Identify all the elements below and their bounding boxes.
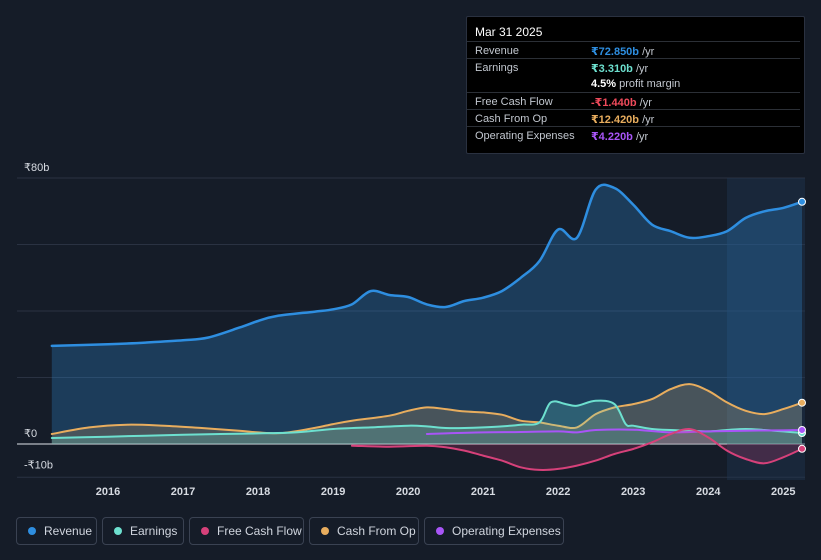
tooltip-label-revenue: Revenue [475,45,520,57]
x-tick-label: 2016 [96,486,120,498]
cash-from-op-line [50,383,803,435]
legend-dot-cash-from-op [321,527,329,535]
operating-expenses-line [425,428,803,435]
x-tick-label: 2018 [246,486,270,498]
tooltip-row-revenue: Revenue ₹72.850b /yr [467,41,800,59]
x-tick-label: 2024 [696,486,721,498]
x-tick-label: 2019 [321,486,345,498]
tooltip-date: Mar 31 2025 [475,25,543,39]
series-layer [50,183,804,471]
tooltip-value-revenue: ₹72.850b /yr [591,46,655,58]
x-tick-label: 2021 [471,486,495,498]
cash-from-op-end-marker [798,398,806,407]
x-tick-label: 2017 [171,486,195,498]
end-markers [798,197,806,453]
tooltip-label-earnings: Earnings [475,62,519,74]
tooltip-value-cash-from-op: ₹12.420b /yr [591,114,655,126]
tooltip-value-profit-margin: 4.5% profit margin [591,78,681,90]
legend-dot-free-cash-flow [201,527,209,535]
tooltip-value-operating-expenses: ₹4.220b /yr [591,131,649,143]
tooltip-label-operating-expenses: Operating Expenses [475,130,575,142]
legend-item-operating-expenses[interactable]: Operating Expenses [424,517,564,545]
tooltip-row-earnings: Earnings ₹3.310b /yr [467,58,800,76]
operating-expenses-end-marker [798,425,806,434]
free-cash-flow-end-marker [798,444,806,453]
earnings-area [51,400,803,444]
legend-dot-earnings [114,527,122,535]
legend-item-revenue[interactable]: Revenue [16,517,97,545]
legend-dot-operating-expenses [436,527,444,535]
x-tick-label: 2022 [546,486,570,498]
y-tick-label: ₹0 [24,428,37,440]
tooltip-value-free-cash-flow: -₹1.440b /yr [591,97,652,109]
revenue-area [51,184,803,444]
tooltip-row-profit-margin: 4.5% profit margin [467,75,800,92]
legend-item-cash-from-op[interactable]: Cash From Op [309,517,419,545]
y-axis-labels: ₹80b ₹0 -₹10b [24,162,53,471]
y-tick-label: ₹80b [24,162,49,174]
x-axis-labels: 2016 2017 2018 2019 2020 2021 2022 2023 2024 2025 [96,486,796,498]
free-cash-flow-area [351,428,802,470]
tooltip-label-free-cash-flow: Free Cash Flow [475,96,553,108]
tooltip-row-free-cash-flow: Free Cash Flow -₹1.440b /yr [467,92,800,110]
tooltip-row-cash-from-op: Cash From Op ₹12.420b /yr [467,109,800,127]
legend-item-free-cash-flow[interactable]: Free Cash Flow [189,517,304,545]
tooltip-row-operating-expenses: Operating Expenses ₹4.220b /yr [467,126,800,144]
tooltip-panel: Mar 31 2025 Revenue ₹72.850b /yr Earning… [466,16,805,154]
x-tick-label: 2020 [396,486,420,498]
revenue-end-marker [798,197,806,206]
revenue-line [50,183,804,348]
grid-layer [17,177,805,478]
tooltip-label-cash-from-op: Cash From Op [475,113,548,125]
legend-item-earnings[interactable]: Earnings [102,517,184,545]
x-tick-label: 2025 [771,486,795,498]
x-tick-label: 2023 [621,486,645,498]
y-tick-label: -₹10b [24,459,53,471]
free-cash-flow-line [350,427,803,471]
tooltip-value-earnings: ₹3.310b /yr [591,63,649,75]
legend-dot-revenue [28,527,36,535]
